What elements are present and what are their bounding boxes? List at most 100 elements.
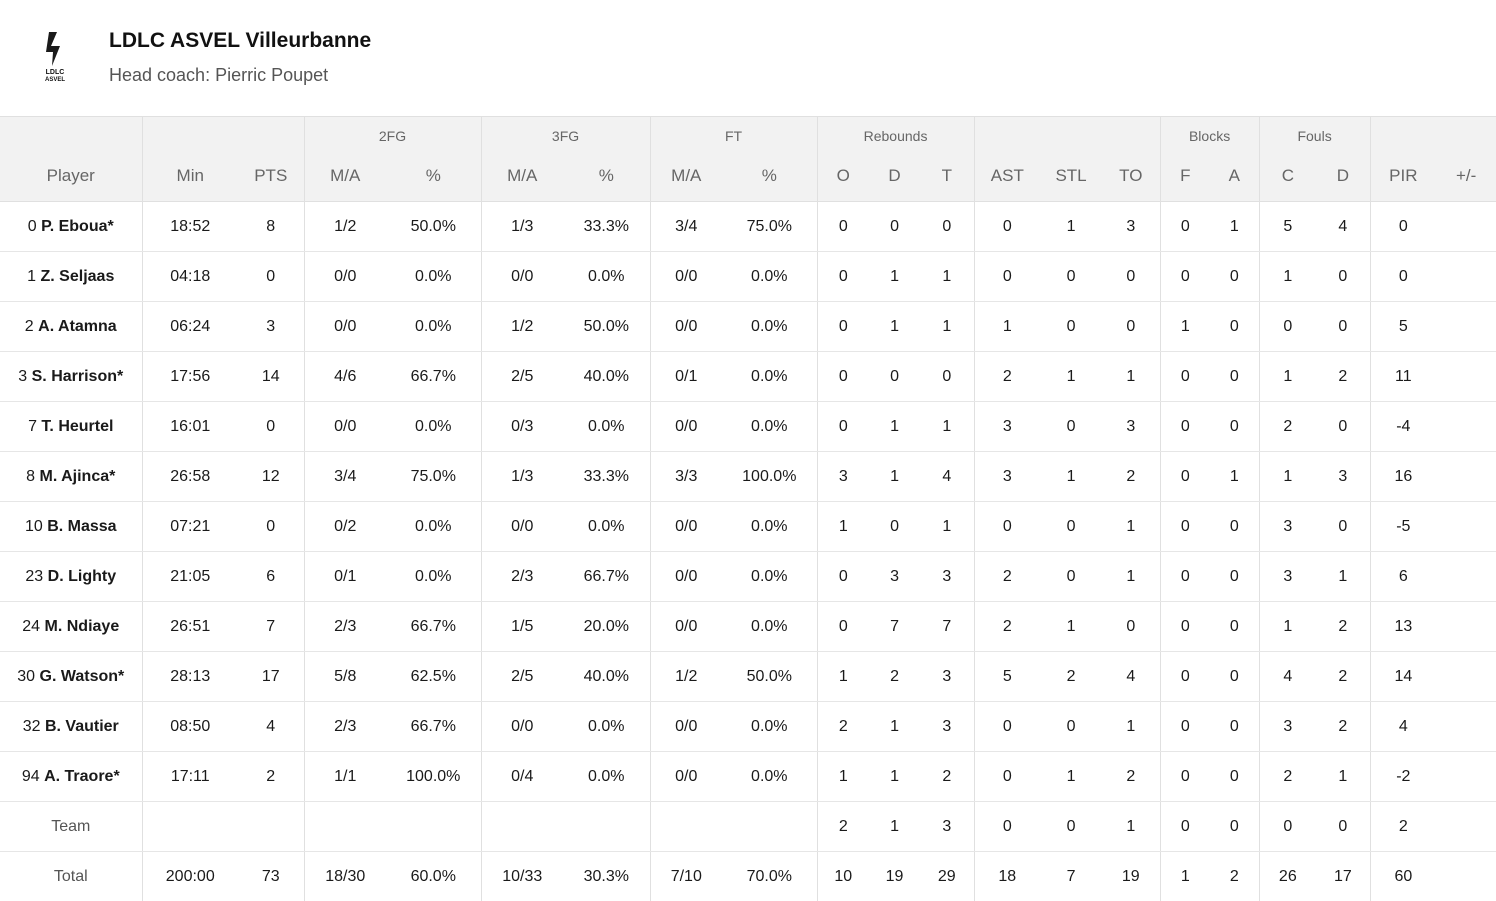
stat-reb-o: 0 xyxy=(817,352,869,402)
stat-blk-a: 0 xyxy=(1210,502,1259,552)
player-cell: 3 S. Harrison* xyxy=(0,352,142,402)
stat-blk-a: 0 xyxy=(1210,802,1259,852)
stat-stl: 1 xyxy=(1040,352,1102,402)
stat-ft-pct: 0.0% xyxy=(722,602,817,652)
stat-reb-o: 1 xyxy=(817,652,869,702)
stat-foul-d: 0 xyxy=(1316,252,1370,302)
stat-2fg-pct: 0.0% xyxy=(386,252,481,302)
stat-min: 07:21 xyxy=(142,502,238,552)
stat-reb-o: 3 xyxy=(817,452,869,502)
stat-blk-f: 0 xyxy=(1160,652,1210,702)
stat-min: 17:56 xyxy=(142,352,238,402)
stat-stl: 0 xyxy=(1040,302,1102,352)
stat-foul-c: 1 xyxy=(1259,352,1316,402)
player-cell: 1 Z. Seljaas xyxy=(0,252,142,302)
stat-3fg-ma: 0/3 xyxy=(481,402,563,452)
logo-text-asvel: ASVEL xyxy=(40,76,70,84)
stat-pts: 3 xyxy=(238,302,304,352)
stat-ast: 2 xyxy=(974,552,1040,602)
player-name: B. Vautier xyxy=(45,718,119,735)
stat-ft-ma: 3/3 xyxy=(650,452,722,502)
stat-reb-d: 19 xyxy=(869,852,920,901)
stat-3fg-ma: 2/5 xyxy=(481,652,563,702)
player-name: A. Atamna xyxy=(38,318,117,335)
stat-2fg-ma: 0/0 xyxy=(304,302,386,352)
stat-pts: 0 xyxy=(238,502,304,552)
stat-2fg-ma: 2/3 xyxy=(304,602,386,652)
stat-stl: 0 xyxy=(1040,552,1102,602)
player-cell: 2 A. Atamna xyxy=(0,302,142,352)
stat-reb-t: 1 xyxy=(920,302,974,352)
stat-3fg-pct: 0.0% xyxy=(563,502,650,552)
col-header-ast: AST xyxy=(974,154,1040,202)
player-name: B. Massa xyxy=(47,518,116,535)
stat-2fg-pct: 66.7% xyxy=(386,602,481,652)
group-header-row: 2FG 3FG FT Rebounds Blocks Fouls xyxy=(0,117,1496,155)
col-header-ft-pct: % xyxy=(722,154,817,202)
stat-2fg-pct: 0.0% xyxy=(386,302,481,352)
stat-3fg-ma: 1/2 xyxy=(481,302,563,352)
stat-3fg-ma: 0/0 xyxy=(481,502,563,552)
player-number: 30 xyxy=(17,668,35,685)
stat-ft-ma: 0/0 xyxy=(650,552,722,602)
stat-blk-a: 0 xyxy=(1210,302,1259,352)
stat-foul-c: 2 xyxy=(1259,752,1316,802)
stat-ft-ma: 0/0 xyxy=(650,402,722,452)
player-name: M. Ndiaye xyxy=(45,618,120,635)
player-number: 23 xyxy=(25,568,43,585)
stat-pir: 4 xyxy=(1370,702,1436,752)
stat-pts: 6 xyxy=(238,552,304,602)
stat-ft-pct: 0.0% xyxy=(722,752,817,802)
stat-reb-t: 1 xyxy=(920,252,974,302)
stat-to: 2 xyxy=(1102,752,1160,802)
stat-to: 1 xyxy=(1102,352,1160,402)
stat-pts: 0 xyxy=(238,252,304,302)
stat-ft-ma: 0/0 xyxy=(650,302,722,352)
player-cell: 94 A. Traore* xyxy=(0,752,142,802)
stat-foul-c: 1 xyxy=(1259,252,1316,302)
stat-ast: 1 xyxy=(974,302,1040,352)
player-cell: 0 P. Eboua* xyxy=(0,202,142,252)
stat-stl: 1 xyxy=(1040,752,1102,802)
stat-pir: 6 xyxy=(1370,552,1436,602)
player-name: A. Traore* xyxy=(44,768,120,785)
stat-foul-d: 0 xyxy=(1316,802,1370,852)
stat-min: 16:01 xyxy=(142,402,238,452)
player-number: 32 xyxy=(23,718,41,735)
stat-ft-ma: 0/0 xyxy=(650,252,722,302)
stat-plus-minus xyxy=(1436,352,1496,402)
group-player-blank xyxy=(0,117,142,155)
player-number: 3 xyxy=(18,368,27,385)
col-header-reb-t: T xyxy=(920,154,974,202)
stat-ast: 0 xyxy=(974,702,1040,752)
stat-blk-f: 0 xyxy=(1160,802,1210,852)
stat-stl: 1 xyxy=(1040,452,1102,502)
stat-reb-t: 3 xyxy=(920,652,974,702)
stat-to: 1 xyxy=(1102,502,1160,552)
stat-foul-c: 3 xyxy=(1259,552,1316,602)
stat-stl: 0 xyxy=(1040,802,1102,852)
player-cell: 8 M. Ajinca* xyxy=(0,452,142,502)
stat-to: 0 xyxy=(1102,252,1160,302)
bolt-icon xyxy=(40,30,70,68)
stat-plus-minus xyxy=(1436,802,1496,852)
stat-2fg-ma: 2/3 xyxy=(304,702,386,752)
stat-3fg-pct: 33.3% xyxy=(563,452,650,502)
stat-reb-o: 0 xyxy=(817,202,869,252)
stat-foul-c: 4 xyxy=(1259,652,1316,702)
player-number: 24 xyxy=(22,618,40,635)
stat-3fg-pct: 40.0% xyxy=(563,652,650,702)
stat-ast: 3 xyxy=(974,452,1040,502)
col-header-reb-d: D xyxy=(869,154,920,202)
stat-3fg-ma: 1/3 xyxy=(481,452,563,502)
group-fouls: Fouls xyxy=(1259,117,1370,155)
stat-reb-o: 1 xyxy=(817,752,869,802)
